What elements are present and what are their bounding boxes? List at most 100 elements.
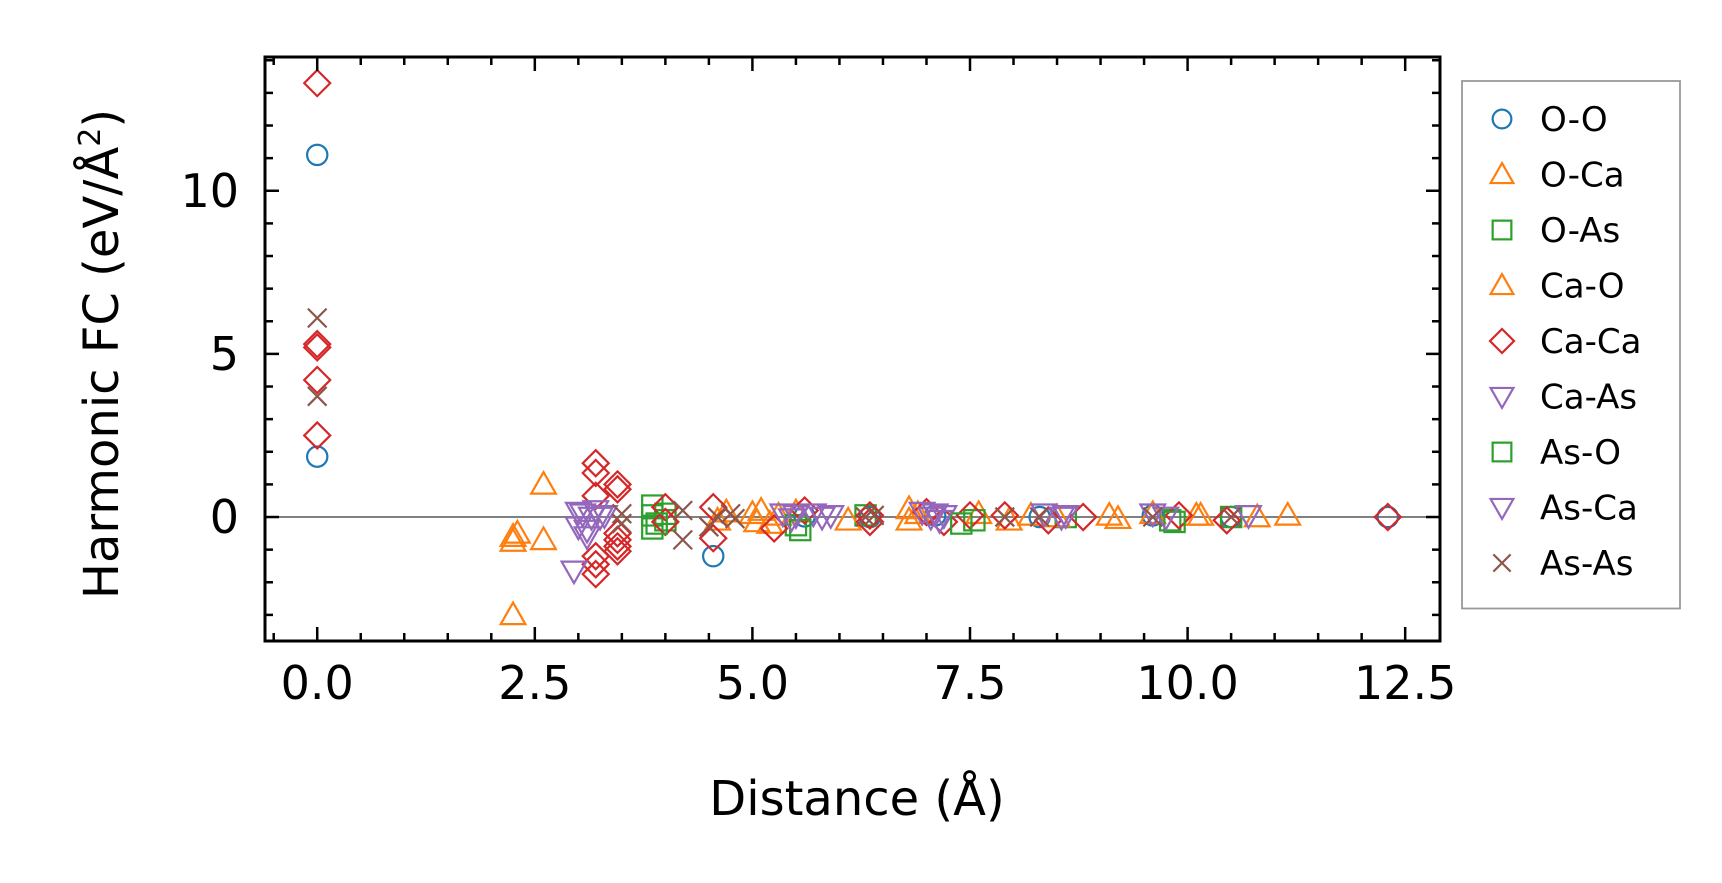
data-point [950, 512, 973, 535]
data-point [302, 329, 332, 359]
data-point [645, 512, 668, 535]
legend-item: As-Ca [1488, 489, 1638, 529]
data-point [746, 495, 776, 521]
legend-label: Ca-Ca [1540, 322, 1641, 362]
data-point [963, 509, 986, 532]
legend-label: As-O [1540, 433, 1621, 473]
series-ca-o [503, 495, 1211, 544]
legend-marker [1488, 497, 1516, 522]
x-tick-label: 0.0 [281, 656, 354, 710]
data-point [1212, 505, 1242, 535]
data-point [672, 529, 693, 550]
data-point [1376, 505, 1400, 529]
data-point [1163, 510, 1186, 534]
x-tick-label: 5.0 [716, 656, 789, 710]
data-point [777, 508, 806, 534]
data-point [602, 536, 633, 566]
legend-label: O-Ca [1540, 156, 1625, 196]
x-tick-label: 7.5 [933, 656, 1006, 710]
data-point [799, 503, 828, 529]
data-point [1151, 506, 1181, 532]
legend-label: Ca-As [1540, 378, 1637, 418]
data-point [990, 500, 1020, 530]
data-point [585, 506, 615, 532]
data-point [1047, 506, 1076, 532]
data-point [641, 504, 664, 527]
x-axis-label: Distance (Å) [709, 770, 1004, 827]
data-point [864, 505, 885, 526]
data-point [1103, 504, 1133, 530]
y-axis-label-main: Harmonic FC (eV/Å [73, 147, 130, 600]
data-point [672, 500, 693, 521]
data-point [572, 526, 602, 552]
legend-marker [1488, 327, 1516, 355]
series-as-ca [559, 506, 1181, 586]
data-point [755, 508, 785, 534]
data-point [602, 531, 633, 561]
legend-marker [1488, 160, 1516, 185]
data-point [302, 68, 332, 98]
data-point [855, 507, 885, 537]
plot-frame [263, 55, 1442, 643]
legend-item: O-Ca [1488, 156, 1625, 196]
data-point [955, 500, 985, 530]
data-point [994, 506, 1015, 528]
legend-label: As-As [1540, 544, 1633, 584]
axes: 0.0 2.5 5.0 7.5 10.0 12.5 0 5 10 [180, 55, 1456, 710]
data-point [529, 525, 558, 551]
data-point [503, 518, 532, 544]
data-point [929, 507, 959, 537]
data-point [568, 503, 597, 529]
data-point [498, 522, 528, 547]
data-point [581, 458, 611, 488]
y-axis-label-close: ) [74, 109, 130, 128]
data-point [707, 506, 728, 528]
data-point [925, 509, 954, 535]
legend-item: O-O [1491, 100, 1608, 140]
legend-item: O-As [1491, 211, 1620, 251]
series-as-as [307, 307, 1242, 550]
data-point [641, 517, 664, 540]
data-point [559, 560, 589, 586]
data-point [1220, 506, 1242, 528]
legend: O-O O-Ca O-As Ca-O Ca-Ca Ca-As As-O As-Ca As-As [1461, 80, 1681, 610]
y-tick-label: 10 [180, 164, 239, 218]
legend-marker [1492, 553, 1512, 573]
legend-marker [1491, 441, 1513, 463]
data-point [529, 469, 558, 495]
data-point [807, 506, 837, 532]
data-point [781, 505, 811, 530]
data-point [903, 499, 933, 525]
data-point [302, 365, 332, 395]
data-point [581, 549, 611, 579]
data-point [1234, 505, 1263, 530]
legend-marker [1488, 271, 1516, 296]
data-point [302, 420, 332, 451]
legend-label: Ca-O [1540, 267, 1625, 307]
data-point [894, 505, 924, 531]
legend-marker [1491, 108, 1513, 130]
x-tick-label: 2.5 [498, 656, 571, 710]
y-tick-label: 5 [210, 327, 239, 381]
data-point [305, 143, 329, 167]
data-point [833, 505, 863, 531]
data-point [1142, 506, 1163, 528]
data-point [1242, 502, 1272, 528]
legend-item: As-As [1492, 544, 1633, 584]
legend-marker [1491, 219, 1513, 241]
data-point [581, 448, 611, 478]
legend-label: O-O [1540, 100, 1608, 140]
plot-area [265, 68, 1440, 626]
data-point [307, 307, 328, 329]
data-point [602, 525, 633, 555]
data-point [307, 386, 328, 407]
legend-item: Ca-Ca [1488, 322, 1641, 362]
data-point [302, 332, 332, 362]
data-point [581, 559, 611, 589]
data-point [724, 508, 746, 529]
data-point [1095, 500, 1124, 526]
data-point [916, 506, 946, 532]
x-tick-label: 12.5 [1354, 656, 1456, 710]
